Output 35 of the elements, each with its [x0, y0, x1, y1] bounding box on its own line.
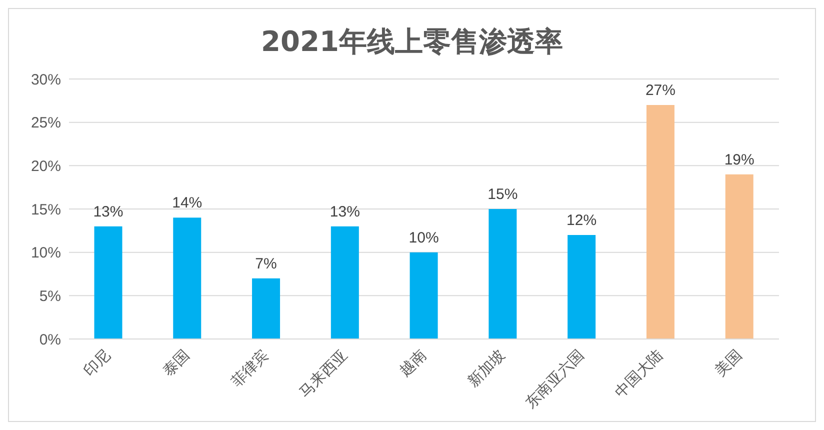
data-label: 27% [645, 82, 676, 99]
data-label: 10% [408, 229, 439, 246]
y-tick-label: 5% [39, 288, 61, 305]
data-label: 15% [488, 186, 518, 203]
bar [173, 218, 202, 339]
bar [646, 105, 674, 339]
y-tick-label: 0% [39, 331, 61, 348]
bar [330, 226, 359, 339]
x-tick-label: 菲律宾 [227, 346, 272, 391]
bar [94, 226, 122, 339]
x-tick-label: 泰国 [159, 346, 194, 380]
data-label: 13% [93, 203, 124, 220]
bar [252, 278, 280, 339]
bar [568, 235, 596, 339]
data-label: 13% [330, 203, 360, 220]
data-label: 12% [566, 212, 597, 229]
data-label: 19% [724, 151, 754, 168]
y-tick-label: 25% [30, 114, 61, 132]
x-tick-label: 美国 [711, 346, 746, 380]
y-tick-label: 15% [30, 201, 61, 218]
x-tick-label: 印尼 [80, 346, 114, 380]
data-label: 14% [172, 194, 202, 212]
data-label: 7% [255, 255, 277, 272]
bar [410, 252, 438, 339]
chart-title: 2021年线上零售渗透率 [260, 24, 564, 60]
y-tick-label: 20% [30, 158, 61, 175]
x-tick-label: 马来西亚 [296, 346, 351, 402]
y-tick-label: 30% [30, 71, 61, 88]
bar [725, 174, 754, 339]
x-tick-label: 新加坡 [464, 346, 509, 391]
x-tick-label: 越南 [396, 346, 430, 380]
x-tick-label: 东南亚六国 [522, 346, 588, 412]
x-tick-label: 中国大陆 [611, 346, 666, 402]
y-tick-label: 10% [30, 244, 61, 262]
bar [488, 209, 517, 339]
